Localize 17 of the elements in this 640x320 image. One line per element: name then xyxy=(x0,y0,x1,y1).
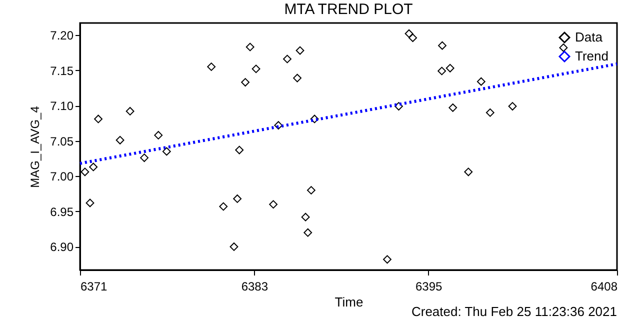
legend-label: Trend xyxy=(575,48,608,64)
legend-label: Data xyxy=(575,30,604,44)
y-tick-label: 6.90 xyxy=(50,240,74,254)
x-tick-label: 6408 xyxy=(590,280,618,294)
x-axis-title: Time xyxy=(334,294,364,310)
y-tick-label: 6.95 xyxy=(50,204,74,219)
chart-title: MTA TREND PLOT xyxy=(284,1,413,18)
y-axis-title: MAG_I_AVG_4 xyxy=(28,106,42,188)
y-tick-label: 7.05 xyxy=(50,134,74,148)
y-tick-label: 7.10 xyxy=(50,99,74,114)
text: Created: Thu Feb 25 11:23:36 2021 xyxy=(411,304,617,319)
y-tick-label: 7.20 xyxy=(50,28,74,42)
y-tick-label: 7.15 xyxy=(50,64,74,78)
x-tick-label: 6371 xyxy=(80,280,108,294)
y-tick-label: 7.00 xyxy=(50,170,74,184)
x-tick-label: 6383 xyxy=(241,280,268,294)
x-tick-label: 6395 xyxy=(415,280,442,294)
